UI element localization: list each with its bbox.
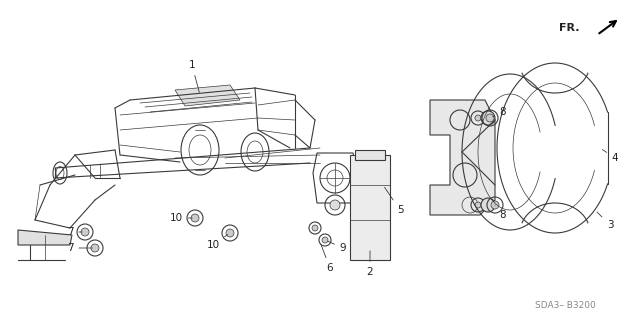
Text: SDA3– B3200: SDA3– B3200 [534, 300, 595, 309]
Circle shape [475, 202, 481, 208]
Polygon shape [350, 155, 390, 260]
Text: 8: 8 [493, 107, 506, 117]
Text: 10: 10 [207, 234, 228, 250]
Circle shape [481, 198, 495, 212]
Circle shape [481, 111, 495, 125]
Text: 3: 3 [597, 212, 613, 230]
Circle shape [226, 229, 234, 237]
Polygon shape [430, 100, 495, 215]
Circle shape [486, 114, 494, 122]
Text: 6: 6 [321, 245, 333, 273]
Circle shape [322, 237, 328, 243]
Text: 5: 5 [385, 187, 403, 215]
Text: 1: 1 [189, 60, 199, 92]
Circle shape [491, 201, 499, 209]
Text: 9: 9 [328, 241, 346, 253]
Text: 4: 4 [602, 150, 618, 163]
Text: 8: 8 [495, 205, 506, 220]
Polygon shape [175, 85, 240, 106]
Text: 7: 7 [67, 227, 82, 237]
Text: 2: 2 [367, 251, 373, 277]
Circle shape [312, 225, 318, 231]
Circle shape [81, 228, 89, 236]
Polygon shape [18, 230, 72, 245]
Circle shape [475, 115, 481, 121]
Circle shape [91, 244, 99, 252]
Text: FR.: FR. [559, 23, 580, 33]
Circle shape [330, 200, 340, 210]
Text: 10: 10 [170, 213, 192, 223]
Circle shape [191, 214, 199, 222]
Polygon shape [355, 150, 385, 160]
Text: 7: 7 [67, 243, 92, 253]
